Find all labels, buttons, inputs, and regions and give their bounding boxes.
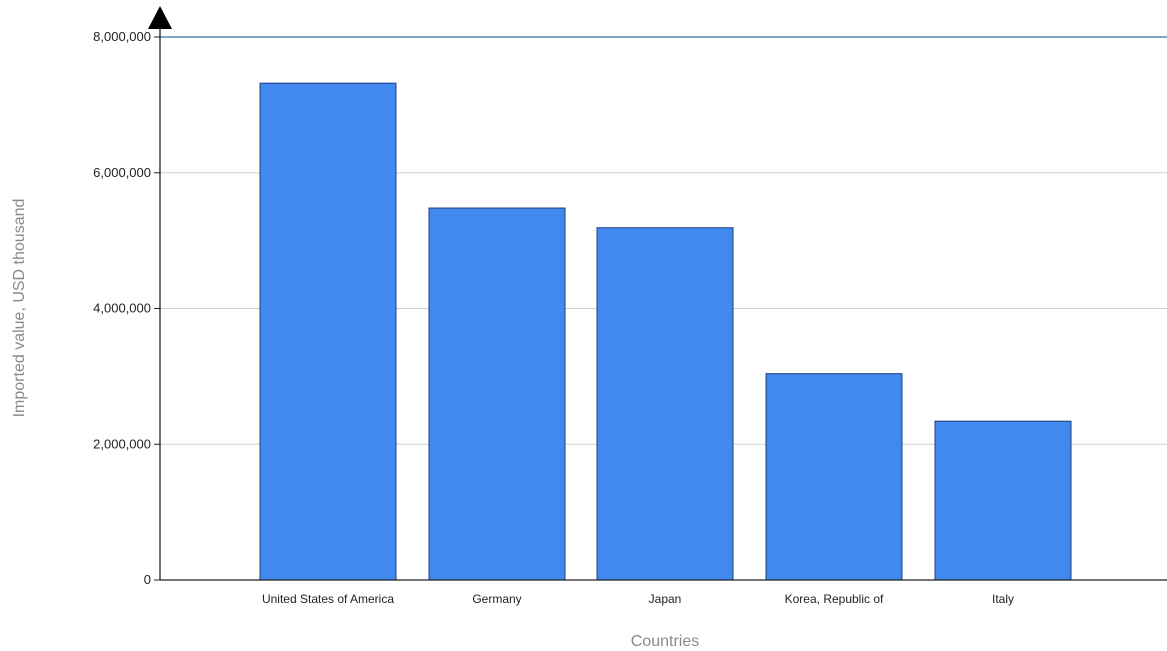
y-tick-label: 8,000,000 bbox=[93, 29, 151, 44]
bar bbox=[934, 420, 1072, 581]
x-category-labels: United States of America Germany Japan Kore… bbox=[262, 592, 1014, 606]
bar bbox=[428, 207, 566, 581]
x-category-label: United States of America bbox=[262, 592, 394, 606]
bar bbox=[765, 373, 903, 581]
bar bbox=[259, 82, 397, 581]
x-category-label: Korea, Republic of bbox=[785, 592, 884, 606]
y-tick-labels: 0 2,000,000 4,000,000 6,000,000 8,000,000 bbox=[93, 29, 151, 587]
x-category-label: Germany bbox=[472, 592, 521, 606]
y-axis-title: Imported value, USD thousand bbox=[11, 199, 28, 418]
y-tick-label: 4,000,000 bbox=[93, 301, 151, 316]
axes bbox=[148, 6, 1167, 581]
y-tick-label: 6,000,000 bbox=[93, 165, 151, 180]
y-tick-label: 2,000,000 bbox=[93, 436, 151, 451]
x-category-label: Italy bbox=[992, 592, 1014, 606]
y-axis-arrow-icon bbox=[148, 6, 172, 29]
y-tick-label: 0 bbox=[144, 572, 151, 587]
bars bbox=[259, 82, 1072, 581]
x-axis-title: Countries bbox=[631, 633, 699, 650]
x-category-label: Japan bbox=[649, 592, 682, 606]
bar bbox=[596, 227, 734, 581]
